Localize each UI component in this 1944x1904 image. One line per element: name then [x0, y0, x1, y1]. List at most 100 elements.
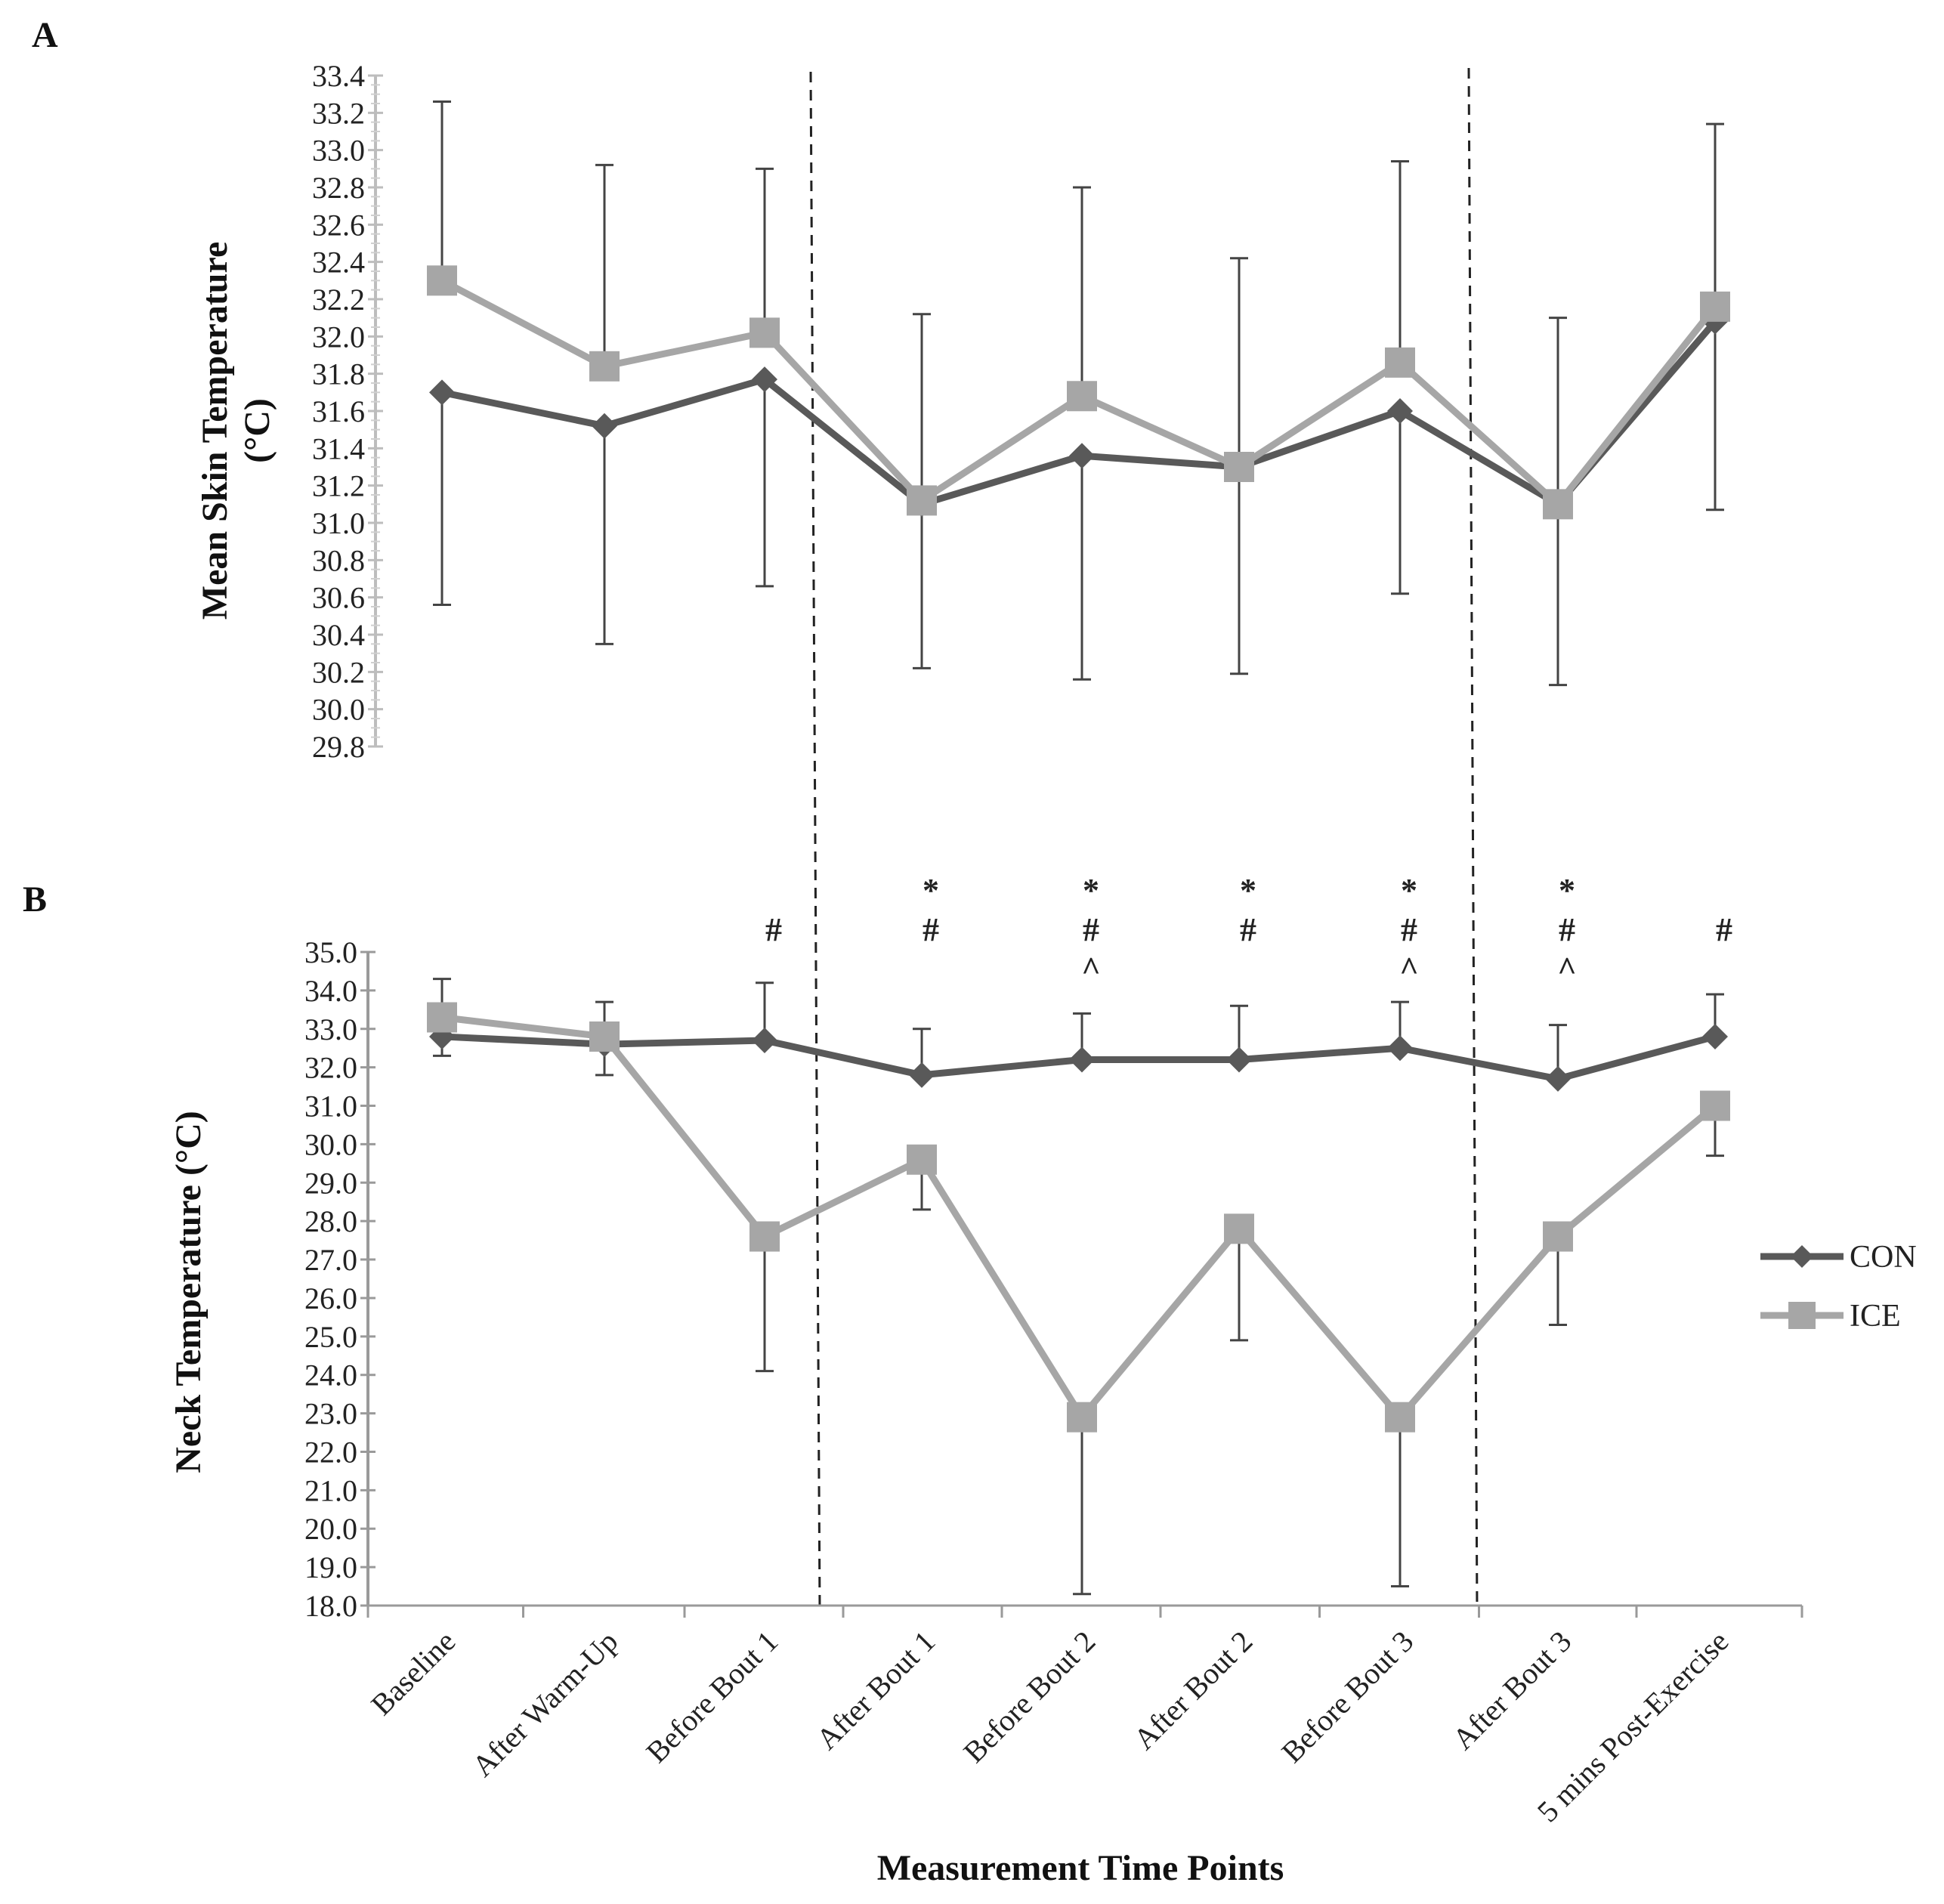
- panel-a-ice-point: [1385, 347, 1415, 378]
- panel-a-y-tick-label: 33.2: [312, 96, 365, 130]
- panel-b-annotation: #: [1240, 911, 1256, 948]
- panel-b-annotation: *: [923, 872, 939, 909]
- panel-a-y-tick-label: 32.0: [312, 320, 365, 354]
- panel-b-y-tick-label: 26.0: [304, 1281, 357, 1315]
- panel-b-annotation: ^: [1081, 950, 1101, 988]
- panel-b-y-tick-label: 18.0: [304, 1589, 357, 1623]
- panel-a-con-point: [592, 413, 617, 439]
- panel-b-annotation: #: [923, 911, 939, 948]
- panel-b-ice-point: [1067, 1402, 1097, 1433]
- panel-a-con-point: [1387, 398, 1413, 424]
- panel-b-chart: Neck Temperature (°C) Measurement Time P…: [168, 872, 1803, 1888]
- panel-b-ice-point: [907, 1144, 937, 1175]
- panel-b-y-tick-label: 33.0: [304, 1012, 357, 1046]
- panel-b-con-point: [1226, 1046, 1252, 1073]
- panel-b-x-tick-label: After Bout 2: [1127, 1624, 1259, 1757]
- panel-b-x-tick-label: Before Bout 2: [957, 1624, 1102, 1770]
- panel-b-ylabel: Neck Temperature (°C): [168, 1111, 209, 1473]
- panel-a-ice-point: [589, 351, 620, 382]
- legend-ice-marker: [1788, 1302, 1816, 1329]
- panel-a-con-point: [1069, 443, 1095, 469]
- panel-b-con-point: [909, 1062, 935, 1088]
- panel-b-y-tick-label: 32.0: [304, 1051, 357, 1085]
- panel-b-annotation: #: [1083, 911, 1099, 948]
- panel-b-con-point: [1069, 1046, 1095, 1073]
- panel-letter-b: B: [23, 879, 47, 920]
- phase-divider-2: [1467, 67, 1479, 1610]
- panel-b-x-tick-label: After Warm-Up: [465, 1624, 624, 1783]
- panel-b-y-tick-label: 20.0: [304, 1512, 357, 1546]
- panel-a-y-tick-label: 32.6: [312, 208, 365, 242]
- panel-a-ylabel-line-1: Mean Skin Temperature: [195, 242, 235, 620]
- panel-b-y-tick-label: 31.0: [304, 1090, 357, 1124]
- panel-b-annotation: *: [1401, 872, 1417, 909]
- panel-b-annotation: #: [1559, 911, 1575, 948]
- panel-a-con-point: [752, 366, 777, 393]
- panel-a-y-tick-label: 32.4: [312, 246, 365, 280]
- panel-b-annotation: *: [1083, 872, 1099, 909]
- panel-b-annotation: #: [765, 911, 782, 948]
- panel-b-y-tick-label: 24.0: [304, 1358, 357, 1392]
- panel-a-con-point: [429, 379, 455, 406]
- panel-b-y-tick-label: 21.0: [304, 1473, 357, 1507]
- panel-a-y-tick-label: 32.8: [312, 171, 365, 205]
- panel-letter-a: A: [32, 15, 58, 55]
- panel-a-y-tick-label: 30.6: [312, 581, 365, 615]
- panel-b-y-tick-label: 34.0: [304, 974, 357, 1008]
- panel-a-y-tick-label: 33.4: [312, 59, 365, 93]
- legend-ice-label: ICE: [1850, 1299, 1901, 1334]
- panel-b-ice-point: [749, 1221, 780, 1252]
- panel-b-y-tick-label: 35.0: [304, 935, 357, 969]
- panel-b-annotation: ^: [1399, 950, 1419, 988]
- panel-b-annotation: *: [1559, 872, 1575, 909]
- panel-a-ice-point: [427, 265, 457, 296]
- panel-b-y-tick-label: 19.0: [304, 1550, 357, 1584]
- panel-b-y-tick-label: 23.0: [304, 1397, 357, 1431]
- panel-b-xlabel: Measurement Time Points: [877, 1848, 1284, 1888]
- panel-b-y-tick-label: 27.0: [304, 1243, 357, 1277]
- panel-a-y-tick-label: 30.0: [312, 693, 365, 727]
- panel-a-y-tick-label: 32.2: [312, 283, 365, 317]
- panel-a-ice-point: [1224, 452, 1254, 482]
- panel-b-ice-point: [427, 1002, 457, 1033]
- panel-b-con-point: [752, 1028, 777, 1054]
- panel-b-annotation: #: [1716, 911, 1732, 948]
- panel-b-y-tick-label: 30.0: [304, 1127, 357, 1161]
- panel-b-x-tick-label: After Bout 3: [1446, 1624, 1578, 1757]
- panel-b-ice-point: [589, 1021, 620, 1052]
- panel-b-ice-point: [1385, 1402, 1415, 1433]
- panel-a-y-tick-label: 33.0: [312, 134, 365, 168]
- panel-b-y-tick-label: 28.0: [304, 1204, 357, 1238]
- panel-a-ylabel-line-2: (°C): [237, 398, 277, 463]
- panel-b-ice-line: [441, 1014, 1717, 1421]
- panel-b-ice-point: [1700, 1090, 1730, 1121]
- panel-b-x-tick-label: Before Bout 1: [639, 1624, 784, 1770]
- panel-a-y-tick-label: 31.4: [312, 431, 365, 465]
- panel-b-y-tick-label: 22.0: [304, 1435, 357, 1469]
- panel-b-ice-point: [1543, 1221, 1573, 1252]
- phase-divider-1: [809, 71, 821, 1610]
- panel-b-x-tick-label: Before Bout 3: [1275, 1624, 1420, 1770]
- panel-a-ice-point: [1543, 489, 1573, 520]
- panel-a-ice-point: [749, 317, 780, 348]
- panel-a-ice-point: [1700, 291, 1730, 322]
- panel-b-annotation: ^: [1557, 950, 1577, 988]
- panel-a-y-tick-label: 31.2: [312, 469, 365, 503]
- panel-b-y-tick-label: 25.0: [304, 1320, 357, 1354]
- panel-b-x-tick-label: After Bout 1: [810, 1624, 942, 1757]
- panel-b-annotation: *: [1240, 872, 1256, 909]
- panel-b-annotation: #: [1401, 911, 1417, 948]
- panel-a-y-tick-label: 30.4: [312, 618, 365, 652]
- panel-a-chart: Mean Skin Temperature (°C) 29.830.030.23…: [195, 59, 1730, 764]
- panel-b-con-point: [1702, 1023, 1728, 1049]
- legend-con-marker: [1791, 1245, 1813, 1268]
- panel-a-ice-point: [1067, 381, 1097, 412]
- panel-a-y-tick-label: 31.8: [312, 357, 365, 391]
- panel-b-y-tick-label: 29.0: [304, 1166, 357, 1200]
- panel-a-y-tick-label: 29.8: [312, 730, 365, 764]
- legend: CON ICE: [1760, 1240, 1917, 1334]
- panel-a-y-tick-label: 31.0: [312, 506, 365, 540]
- panel-a-ice-point: [907, 485, 937, 516]
